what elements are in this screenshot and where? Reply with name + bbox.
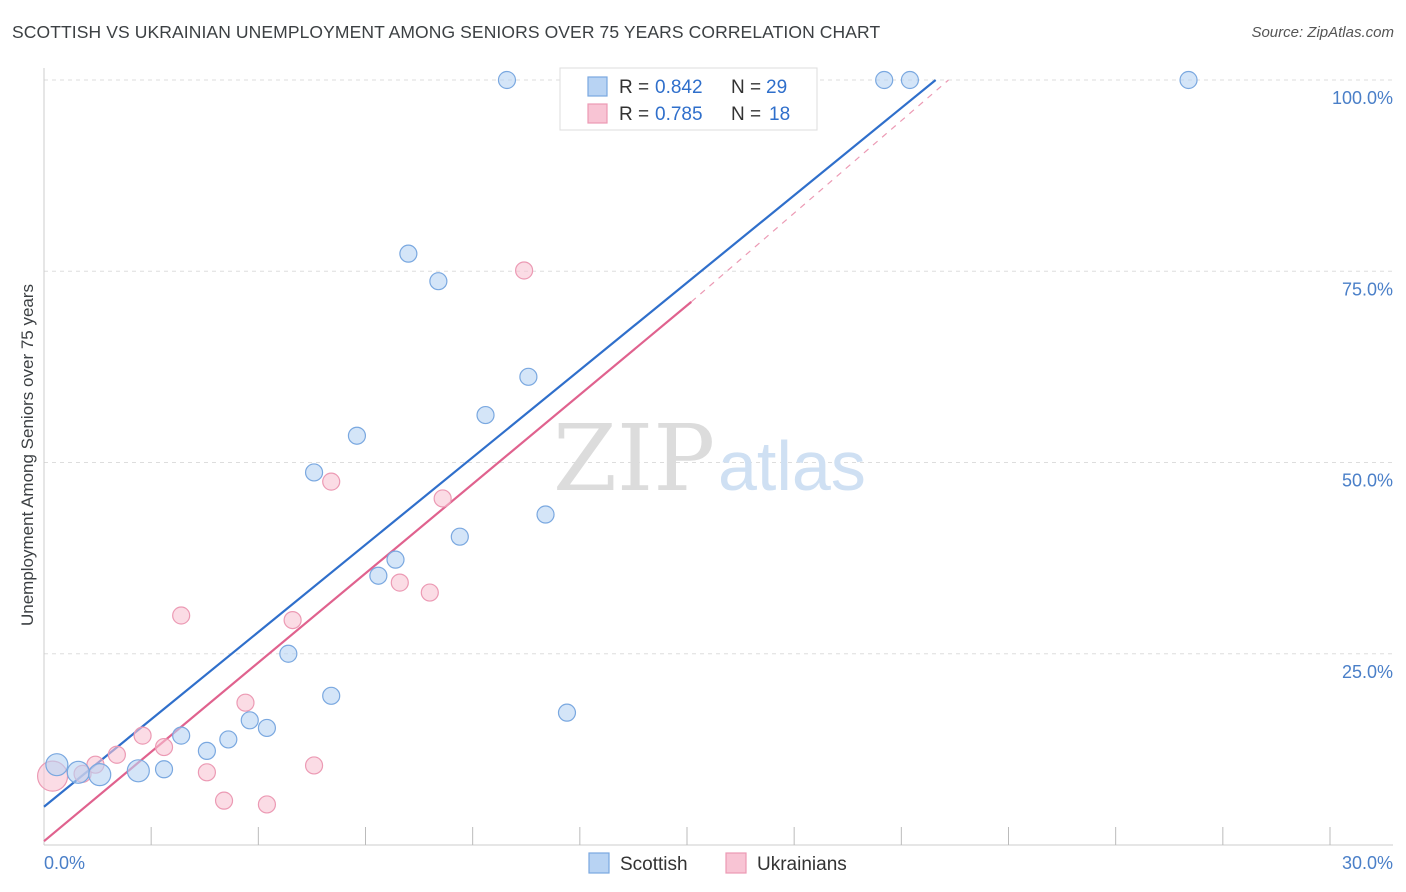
point-ukrainians xyxy=(283,610,302,630)
bottom-legend-label-scottish: Scottish xyxy=(620,854,688,875)
bottom-legend: Scottish Ukrainians xyxy=(588,852,847,875)
point-ukrainians xyxy=(304,756,324,775)
point-scottish xyxy=(519,367,538,386)
legend-n-value-scottish: 29 xyxy=(766,77,787,98)
point-scottish xyxy=(497,70,517,90)
point-scottish xyxy=(154,760,174,779)
point-scottish xyxy=(1179,70,1198,90)
legend: R = 0.842 N = 29 R = 0.785 N = 18 xyxy=(559,67,818,131)
y-tick-labels: 25.0% 50.0% 75.0% 100.0% xyxy=(1332,88,1393,682)
point-ukrainians xyxy=(257,795,277,814)
trend-line-ukrainians xyxy=(43,301,692,843)
legend-n-label-ukrainians: N = xyxy=(731,104,761,125)
x-ticks xyxy=(150,827,1331,845)
point-scottish xyxy=(429,272,448,291)
point-scottish xyxy=(557,703,577,722)
axes xyxy=(43,68,1393,846)
point-scottish xyxy=(197,741,216,761)
x-tick-labels: 0.0% 30.0% xyxy=(44,853,1393,873)
point-ukrainians xyxy=(214,791,234,810)
point-ukrainians xyxy=(322,472,341,491)
point-ukrainians xyxy=(390,573,409,592)
point-scottish xyxy=(386,550,405,569)
bottom-legend-label-ukrainians: Ukrainians xyxy=(757,854,847,875)
point-scottish xyxy=(399,244,418,263)
point-ukrainians xyxy=(236,693,255,712)
y-axis-title: Unemployment Among Seniors over 75 years xyxy=(18,284,37,626)
point-scottish xyxy=(322,686,341,705)
point-scottish xyxy=(172,726,191,745)
point-ukrainians xyxy=(197,763,216,782)
trend-line-scottish xyxy=(43,79,937,808)
point-scottish xyxy=(304,463,324,482)
y-tick-label-50: 50.0% xyxy=(1342,471,1393,491)
legend-swatch-scottish xyxy=(587,76,608,97)
point-scottish xyxy=(240,711,259,730)
point-scottish xyxy=(875,70,894,90)
source-credit: Source: ZipAtlas.com xyxy=(1251,24,1394,41)
point-ukrainians xyxy=(133,726,152,745)
point-scottish xyxy=(257,718,277,738)
x-tick-label-min: 0.0% xyxy=(44,853,85,873)
point-ukrainians xyxy=(515,261,534,280)
point-scottish xyxy=(369,566,388,585)
point-scottish xyxy=(45,753,69,777)
point-scottish xyxy=(279,644,298,663)
point-scottish xyxy=(476,405,495,425)
y-tick-label-75: 75.0% xyxy=(1342,279,1393,299)
point-scottish xyxy=(347,426,367,445)
legend-r-value-scottish: 0.842 xyxy=(655,77,703,98)
point-ukrainians xyxy=(172,606,191,625)
watermark: ZIP atlas xyxy=(553,405,866,512)
trend-line-ukrainians-extrapolated xyxy=(690,79,949,303)
grid xyxy=(44,79,1393,655)
point-scottish xyxy=(126,759,150,783)
x-tick-label-max: 30.0% xyxy=(1342,853,1393,873)
bottom-legend-swatch-ukrainians xyxy=(725,852,747,874)
point-scottish xyxy=(900,70,920,90)
trend-lines xyxy=(43,79,949,843)
legend-swatch-ukrainians xyxy=(587,103,608,124)
legend-r-label-ukrainians: R = xyxy=(619,104,649,125)
watermark-zip: ZIP xyxy=(553,405,715,512)
point-ukrainians xyxy=(433,489,452,508)
chart-title: SCOTTISH VS UKRAINIAN UNEMPLOYMENT AMONG… xyxy=(12,22,881,42)
point-scottish xyxy=(450,527,469,546)
point-scottish xyxy=(536,505,555,524)
watermark-atlas: atlas xyxy=(718,427,866,505)
y-tick-label-25: 25.0% xyxy=(1342,662,1393,682)
point-scottish xyxy=(66,760,90,784)
point-ukrainians xyxy=(107,745,126,764)
bottom-legend-swatch-scottish xyxy=(588,852,610,874)
legend-n-value-ukrainians: 18 xyxy=(769,104,790,125)
legend-n-label-scottish: N = xyxy=(731,77,761,98)
legend-r-label-scottish: R = xyxy=(619,77,649,98)
point-scottish xyxy=(219,730,238,749)
y-tick-label-100: 100.0% xyxy=(1332,88,1393,108)
point-scottish xyxy=(88,763,112,787)
point-ukrainians xyxy=(420,583,439,602)
point-ukrainians xyxy=(154,737,174,757)
legend-r-value-ukrainians: 0.785 xyxy=(655,104,703,125)
